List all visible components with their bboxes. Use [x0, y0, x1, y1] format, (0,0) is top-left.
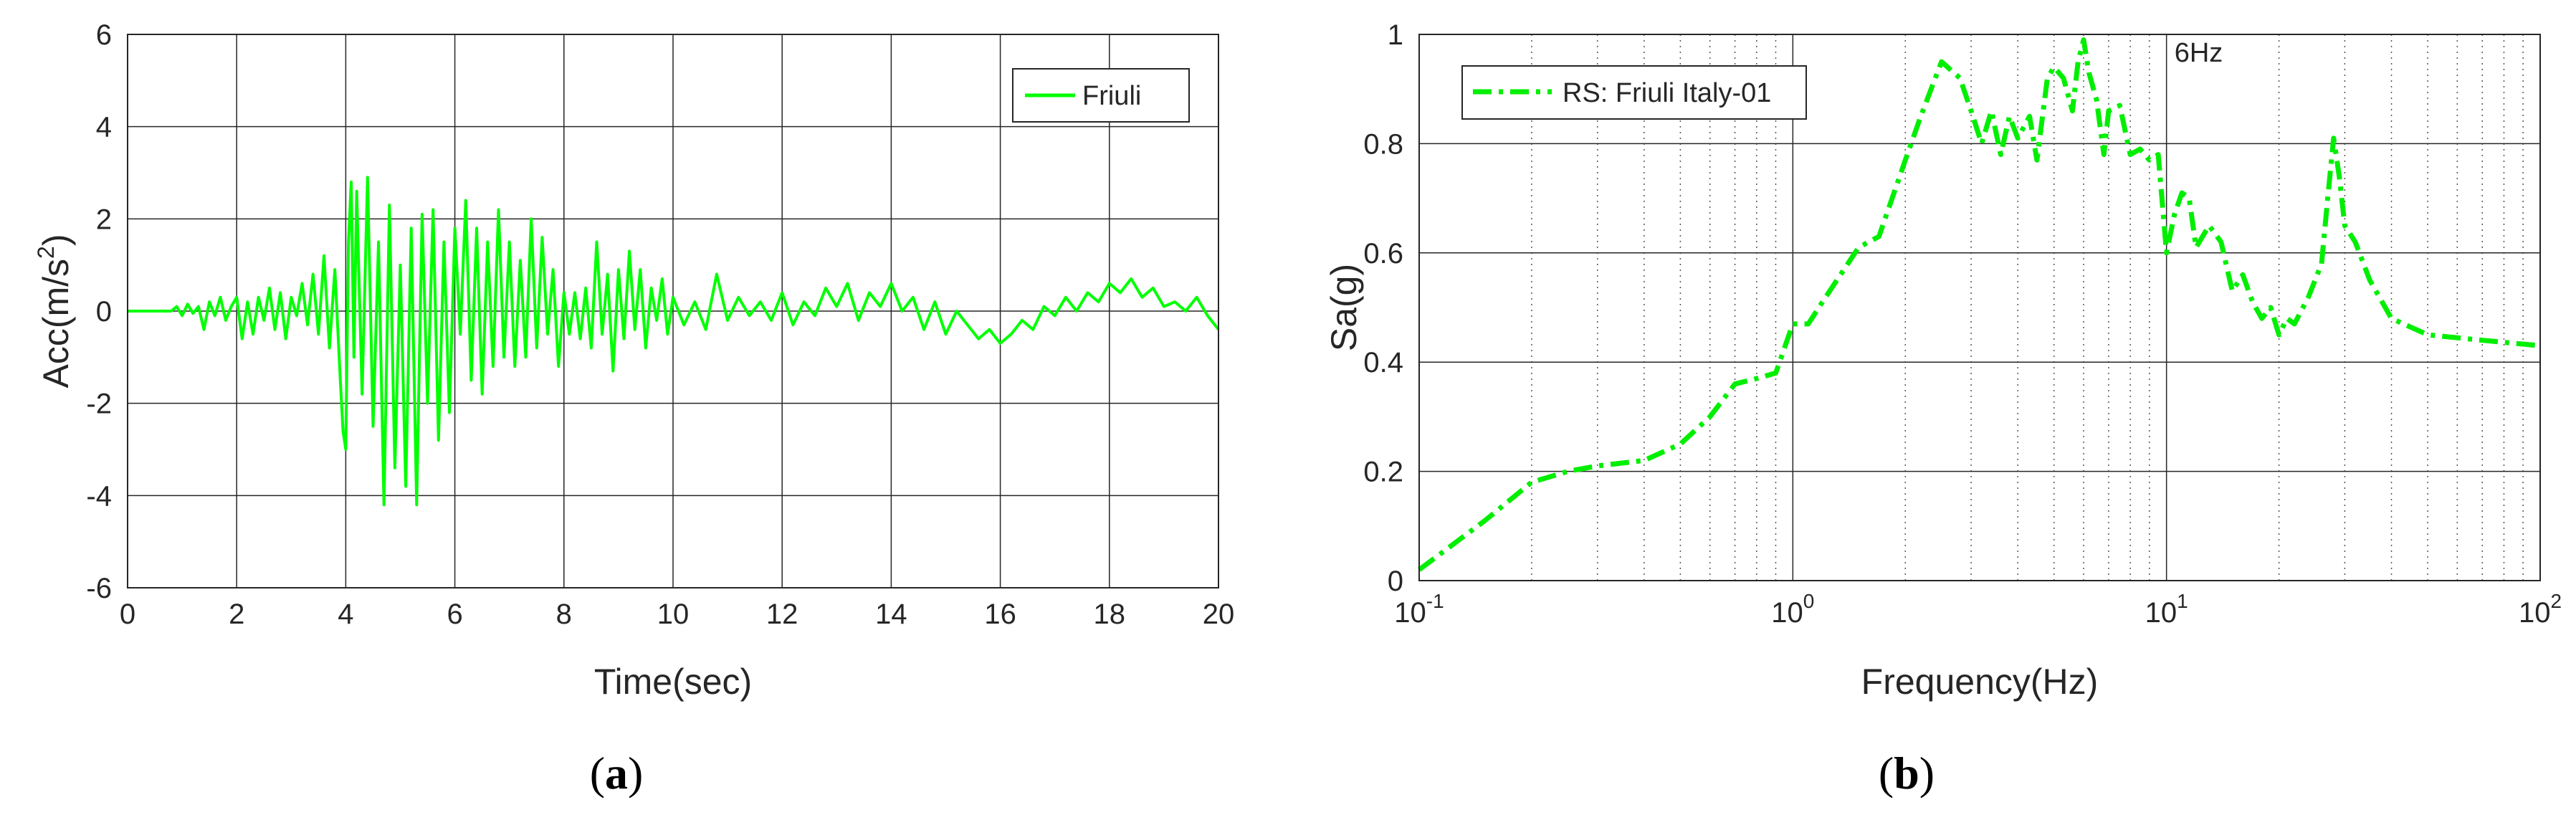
y-tick-labels: 0 0.2 0.4 0.6 0.8 1 — [1363, 19, 1403, 597]
x-tick-labels: 10-1 100 101 102 — [1394, 590, 2562, 629]
x-tick-label: 6 — [447, 599, 462, 630]
x-tick-label: 18 — [1094, 599, 1126, 630]
series-line-friuli — [128, 176, 1220, 507]
plot-area-frame — [127, 34, 1219, 588]
legend: RS: Friuli Italy-01 — [1461, 65, 1807, 120]
x-tick-label: 2 — [229, 599, 244, 630]
x-tick-label: 10-1 — [1394, 590, 1444, 629]
x-tick-label: 14 — [875, 599, 907, 630]
x-tick-labels: 0 2 4 6 8 10 12 14 16 18 20 — [120, 599, 1234, 630]
legend-label: Friuli — [1082, 81, 1141, 111]
panel-label-b: (b) — [1879, 748, 1935, 799]
x-tick-label: 100 — [1771, 590, 1814, 629]
x-tick-label: 101 — [2145, 590, 2188, 629]
x-tick-label: 102 — [2519, 590, 2562, 629]
x-tick-label: 8 — [556, 599, 572, 630]
y-axis-label: Acc(m/s2) — [33, 234, 76, 389]
y-tick-label: 4 — [96, 112, 112, 143]
y-tick-label: 0.4 — [1363, 347, 1403, 378]
y-tick-label: 2 — [96, 204, 112, 235]
y-tick-label: -2 — [86, 389, 112, 420]
y-tick-labels: -6 -4 -2 0 2 4 6 — [86, 19, 112, 604]
series-layer — [128, 176, 1220, 507]
x-tick-label: 0 — [120, 599, 135, 630]
frequency-annotation: 6Hz — [2175, 38, 2223, 68]
x-tick-label: 20 — [1203, 599, 1235, 630]
response-spectrum-chart: 10-1 100 101 102 0 0.2 0.4 0.6 0.8 1 Frequency(H… — [1324, 19, 2562, 799]
legend-label: RS: Friuli Italy-01 — [1563, 78, 1771, 108]
y-tick-label: 1 — [1388, 19, 1403, 51]
plot-area-frame — [1418, 34, 2541, 581]
series-line-rs-friuli-italy-01 — [1417, 37, 2541, 572]
legend: Friuli — [1012, 68, 1190, 123]
y-tick-label: 6 — [96, 19, 112, 51]
y-tick-label: 0.6 — [1363, 238, 1403, 270]
x-axis-label: Time(sec) — [594, 662, 752, 702]
y-tick-label: 0.8 — [1363, 128, 1403, 160]
x-tick-label: 12 — [766, 599, 798, 630]
plot-area-background — [1419, 34, 2540, 581]
y-tick-label: -6 — [86, 573, 112, 604]
x-tick-label: 4 — [338, 599, 353, 630]
acceleration-chart: 0 2 4 6 8 10 12 14 16 18 20 -6 -4 -2 0 2 4 6 Time(sec) A… — [33, 19, 1234, 799]
x-axis-label: Frequency(Hz) — [1861, 662, 2099, 702]
y-axis-label: Sa(g) — [1324, 264, 1364, 351]
x-tick-label: 16 — [984, 599, 1016, 630]
y-tick-label: 0.2 — [1363, 457, 1403, 488]
x-tick-label: 10 — [657, 599, 690, 630]
y-tick-label: -4 — [86, 480, 112, 512]
series-layer — [1417, 37, 2541, 572]
y-tick-label: 0 — [96, 296, 112, 328]
panel-label-a: (a) — [590, 748, 644, 799]
y-tick-label: 0 — [1388, 566, 1403, 597]
